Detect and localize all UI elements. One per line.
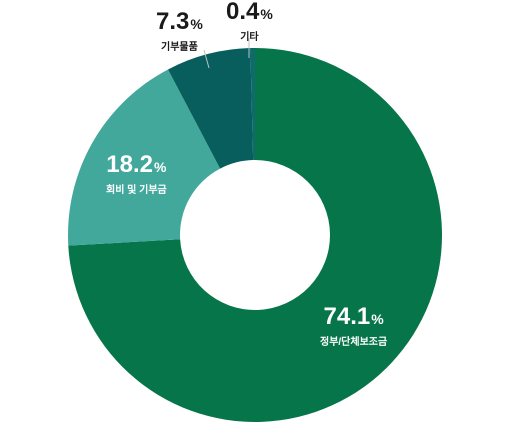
slice-dues-donations [67, 69, 221, 246]
leader-donated-goods [203, 49, 210, 69]
value-other: 0.4 [226, 0, 260, 25]
slice-donated-goods [168, 48, 254, 169]
category-donated-goods: 기부물품 [161, 42, 198, 53]
value-donated-goods: 7.3 [156, 8, 190, 35]
category-government-grants: 정부/단체보조금 [320, 337, 388, 348]
value-dues-donations: 18.2 [106, 151, 154, 178]
slice-other [250, 48, 255, 161]
category-dues-donations: 회비 및 기부금 [106, 185, 167, 196]
category-other: 기타 [240, 32, 259, 43]
label-other: 0.4% 기타 [226, 0, 273, 43]
label-government-grants: 74.1% 정부/단체보조금 [320, 303, 388, 349]
label-donated-goods: 7.3% 기부물품 [156, 8, 203, 54]
value-government-grants: 74.1 [323, 303, 371, 330]
label-dues-donations: 18.2% 회비 및 기부금 [106, 151, 167, 197]
slice-government-grants [68, 48, 442, 422]
